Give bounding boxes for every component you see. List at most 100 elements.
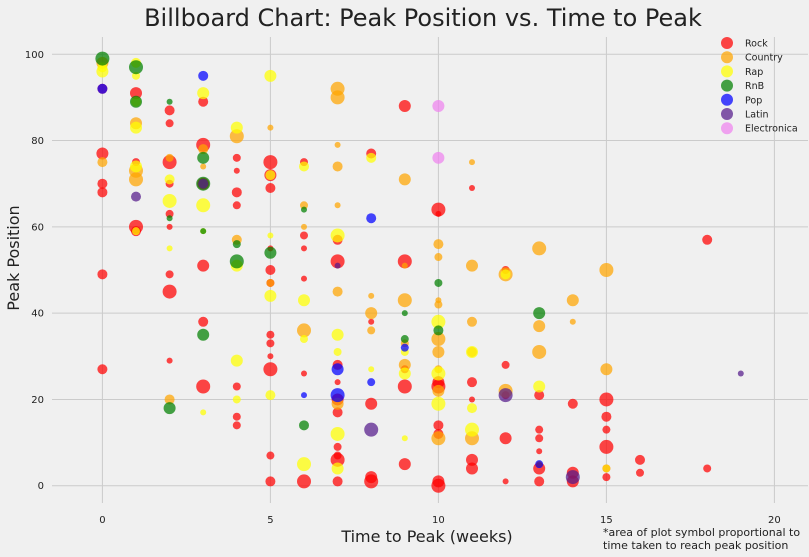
rap-point xyxy=(96,65,109,78)
rnb-point xyxy=(434,278,443,287)
rock-point xyxy=(232,201,241,210)
rap-point xyxy=(431,396,446,411)
rap-point xyxy=(232,395,241,404)
rock-point xyxy=(332,407,343,418)
chart-title: Billboard Chart: Peak Position vs. Time … xyxy=(144,4,702,32)
latin-point xyxy=(498,388,513,403)
rock-point xyxy=(433,420,444,431)
rap-point xyxy=(366,152,377,163)
rock-point xyxy=(636,468,644,477)
rock-point xyxy=(165,209,174,218)
rap-point xyxy=(398,367,411,380)
rock-point xyxy=(501,360,510,369)
rap-point xyxy=(264,69,277,82)
rock-point xyxy=(297,474,311,489)
footnote: *area of plot symbol proportional to tim… xyxy=(603,526,801,552)
rap-point xyxy=(132,227,140,236)
rnb-point xyxy=(533,307,546,320)
country-point xyxy=(569,318,576,325)
country-point xyxy=(165,153,174,162)
country-point xyxy=(297,323,311,338)
rap-point xyxy=(265,390,276,401)
rnb-point xyxy=(264,246,277,259)
legend-marker-rock xyxy=(721,37,733,49)
x-tick-label: 10 xyxy=(432,515,445,526)
legend-marker-pop xyxy=(721,93,733,106)
rock-point xyxy=(535,425,544,434)
rock-point xyxy=(232,382,241,391)
rock-point xyxy=(166,357,173,364)
rap-point xyxy=(264,289,277,302)
rnb-point xyxy=(197,328,210,341)
country-point xyxy=(301,223,307,230)
country-point xyxy=(467,316,477,327)
rock-point xyxy=(198,96,209,107)
rap-point xyxy=(330,426,345,441)
legend-label-latin: Latin xyxy=(745,110,769,121)
y-tick-label: 20 xyxy=(31,395,44,406)
rnb-point xyxy=(197,151,210,164)
plot-area xyxy=(52,37,808,503)
pop-point xyxy=(330,388,345,403)
rap-point xyxy=(466,345,478,358)
rap-point xyxy=(230,121,243,134)
rock-point xyxy=(435,210,442,217)
country-point xyxy=(566,294,579,307)
legend-marker-rap xyxy=(721,65,733,78)
data-points xyxy=(95,51,744,493)
rock-point xyxy=(601,411,612,422)
country-point xyxy=(164,394,175,405)
rap-point xyxy=(300,335,308,344)
country-point xyxy=(368,292,375,299)
country-point xyxy=(532,344,547,359)
country-point xyxy=(466,259,478,272)
country-point xyxy=(330,90,345,105)
pop-point xyxy=(198,70,209,81)
latin-point xyxy=(364,422,379,437)
rock-point xyxy=(364,474,379,489)
country-point xyxy=(433,239,444,250)
rock-point xyxy=(602,425,611,434)
x-tick-label: 15 xyxy=(600,515,613,526)
country-point xyxy=(432,384,445,397)
rock-point xyxy=(365,397,378,410)
latin-point xyxy=(737,370,744,377)
pop-point xyxy=(301,392,307,399)
rock-point xyxy=(300,231,308,240)
gridlines xyxy=(52,37,808,503)
rap-point xyxy=(162,193,177,208)
rap-point xyxy=(200,409,207,416)
legend: Rock Country Rap RnB Pop Latin Electronica xyxy=(721,37,798,135)
rock-point xyxy=(197,259,210,272)
y-tick-label: 0 xyxy=(38,481,44,492)
rnb-point xyxy=(232,240,241,249)
country-point xyxy=(401,262,408,269)
pop-point xyxy=(97,83,108,94)
rock-point xyxy=(233,167,240,174)
rock-point xyxy=(166,223,173,230)
rap-point xyxy=(431,314,446,329)
rap-point xyxy=(331,462,344,475)
rock-point xyxy=(232,153,241,162)
country-point xyxy=(129,172,143,187)
rock-point xyxy=(97,269,108,280)
pop-point xyxy=(366,213,377,224)
country-point xyxy=(431,431,446,446)
rap-point xyxy=(197,87,210,100)
country-point xyxy=(367,326,376,335)
rock-point xyxy=(535,434,544,443)
rock-point xyxy=(469,185,475,192)
country-point xyxy=(200,163,207,170)
rap-point xyxy=(431,366,446,381)
rock-point xyxy=(397,379,412,394)
rock-point xyxy=(599,392,614,407)
country-point xyxy=(532,241,547,256)
rap-point xyxy=(602,464,611,473)
rap-point xyxy=(333,347,342,356)
rock-point xyxy=(263,362,278,377)
rnb-point xyxy=(130,95,142,108)
rock-point xyxy=(266,451,275,460)
rnb-point xyxy=(229,254,244,269)
rap-point xyxy=(164,174,175,185)
rock-point xyxy=(97,178,108,189)
